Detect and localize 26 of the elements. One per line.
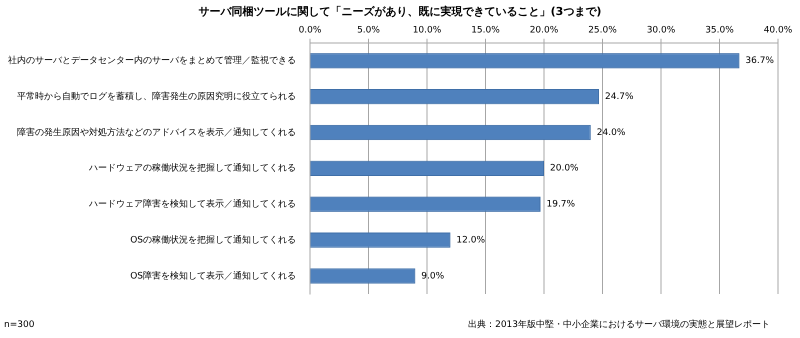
y-tick-label: OS障害を検知して表示／通知してくれる — [130, 270, 296, 282]
chart-title: サーバ同梱ツールに関して「ニーズがあり、既に実現できていること」(3つまで) — [198, 4, 602, 19]
data-label: 20.0% — [550, 164, 580, 174]
data-label: 12.0% — [456, 236, 486, 246]
y-tick-label: ハードウェアの稼働状況を把握して通知してくれる — [88, 162, 296, 174]
x-tick-label: 15.0% — [471, 26, 500, 36]
data-label: 36.7% — [745, 56, 774, 66]
y-tick-label: 平常時から自動でログを蓄積し、障害発生の原因究明に役立てられる — [17, 90, 296, 102]
data-label: 19.7% — [546, 200, 576, 210]
source-note: 出典：2013年版中堅・中小企業におけるサーバ環境の実態と展望レポート — [468, 318, 770, 331]
x-tick-label: 5.0% — [357, 26, 380, 36]
y-tick-label: 障害の発生原因や対処方法などのアドバイスを表示／通知してくれる — [17, 126, 296, 138]
x-tick-label: 20.0% — [530, 26, 559, 36]
data-label: 24.7% — [604, 92, 634, 102]
y-tick-label: 社内のサーバとデータセンター内のサーバをまとめて管理／監視できる — [8, 55, 296, 66]
y-tick-label: ハードウェア障害を検知して表示／通知してくれる — [88, 198, 296, 210]
y-tick-label: OSの稼働状況を把握して通知してくれる — [130, 234, 296, 246]
x-tick-label: 25.0% — [588, 26, 618, 36]
text: n=300 — [4, 320, 34, 330]
x-tick-label: 40.0% — [764, 26, 793, 36]
x-tick-label: 30.0% — [646, 26, 676, 36]
data-label: 9.0% — [421, 271, 445, 282]
x-tick-label: 10.0% — [412, 26, 442, 36]
x-tick-label: 0.0% — [298, 26, 322, 36]
x-tick-label: 35.0% — [705, 26, 734, 36]
data-label: 24.0% — [596, 128, 626, 138]
